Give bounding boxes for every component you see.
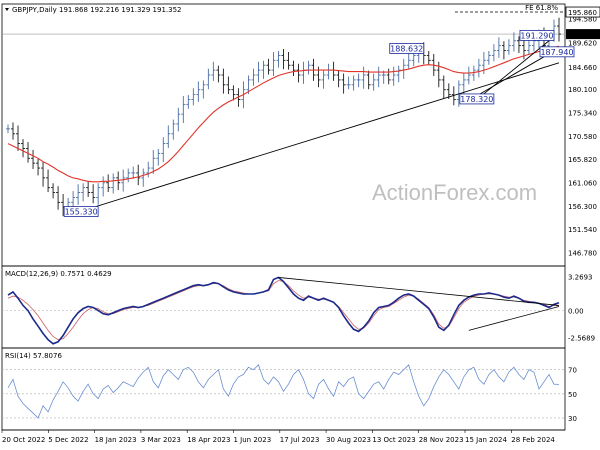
rsi-line [7, 364, 560, 419]
y-tick-label: 175.340 [568, 110, 597, 118]
moving-average-line [7, 45, 560, 183]
level-label: 187.940 [540, 48, 573, 57]
y-tick-label: 184.660 [568, 64, 597, 72]
rsi-tick-label: 70 [568, 367, 577, 375]
panel-frame-0 [1, 3, 566, 267]
y-tick-label: 194.580 [568, 15, 597, 23]
macd-trendline-lower [468, 306, 560, 331]
current-price-label: 191.352 [568, 31, 597, 39]
short-term-trendline [478, 40, 550, 99]
x-tick-label: 18 Apr 2023 [187, 436, 230, 444]
macd-tick-label: 0.00 [568, 308, 584, 316]
macd-signal-line [7, 280, 560, 341]
x-tick-label: 18 Jan 2023 [95, 436, 137, 444]
macd-trendline-upper [278, 277, 560, 306]
y-tick-label: 151.540 [568, 226, 597, 234]
y-tick-label: 146.780 [568, 249, 597, 257]
level-label-box [459, 93, 495, 105]
rsi-tick-label: 30 [568, 415, 577, 423]
x-tick-label: 13 Oct 2023 [372, 436, 415, 444]
macd-tick-label: -2.5689 [568, 334, 595, 342]
x-tick-label: 15 Jan 2024 [465, 436, 508, 444]
x-tick-label: 28 Feb 2024 [511, 436, 555, 444]
y-tick-label: 189.620 [568, 40, 597, 48]
level-label: 188.632 [390, 44, 423, 53]
y-tick-label: 156.300 [568, 203, 597, 211]
rsi-tick-label: 50 [568, 391, 577, 399]
watermark: ActionForex.com [372, 180, 537, 205]
fe-ref-label: FE 61.8% [525, 4, 558, 12]
title-arrow-icon [5, 8, 9, 11]
x-tick-label: 30 Aug 2023 [326, 436, 371, 444]
x-tick-label: 3 Mar 2023 [141, 436, 181, 444]
y-tick-label: 180.100 [568, 86, 597, 94]
x-tick-label: 5 Dec 2022 [48, 436, 88, 444]
x-tick-label: 20 Oct 2022 [2, 436, 45, 444]
level-label-box [519, 30, 555, 41]
fe-value-box [565, 6, 600, 18]
y-tick-label: 161.060 [568, 179, 597, 187]
x-tick-label: 17 Jul 2023 [280, 436, 320, 444]
macd-line [7, 276, 560, 345]
current-price-box [566, 29, 600, 40]
x-tick-label: 1 Jun 2023 [234, 436, 272, 444]
level-label-box [539, 46, 575, 58]
macd-title: MACD(12,26,9) 0.7571 0.4629 [5, 270, 112, 278]
level-label: 155.330 [65, 208, 98, 217]
long-term-trendline [83, 62, 560, 211]
x-tick-label: 28 Nov 2023 [419, 436, 464, 444]
rsi-title: RSI(14) 57.8076 [5, 352, 62, 360]
level-label-box [63, 206, 99, 217]
level-label-box [389, 43, 425, 54]
y-tick-label: 165.820 [568, 156, 597, 164]
level-label: 191.290 [520, 31, 553, 40]
y-tick-label: 170.580 [568, 133, 597, 141]
macd-tick-label: 3.2693 [568, 274, 593, 282]
fe-value-label: 195.860 [568, 9, 597, 17]
level-label: 178.320 [460, 95, 493, 104]
price-title: GBPJPY,Daily 191.868 192.216 191.329 191… [12, 6, 181, 14]
